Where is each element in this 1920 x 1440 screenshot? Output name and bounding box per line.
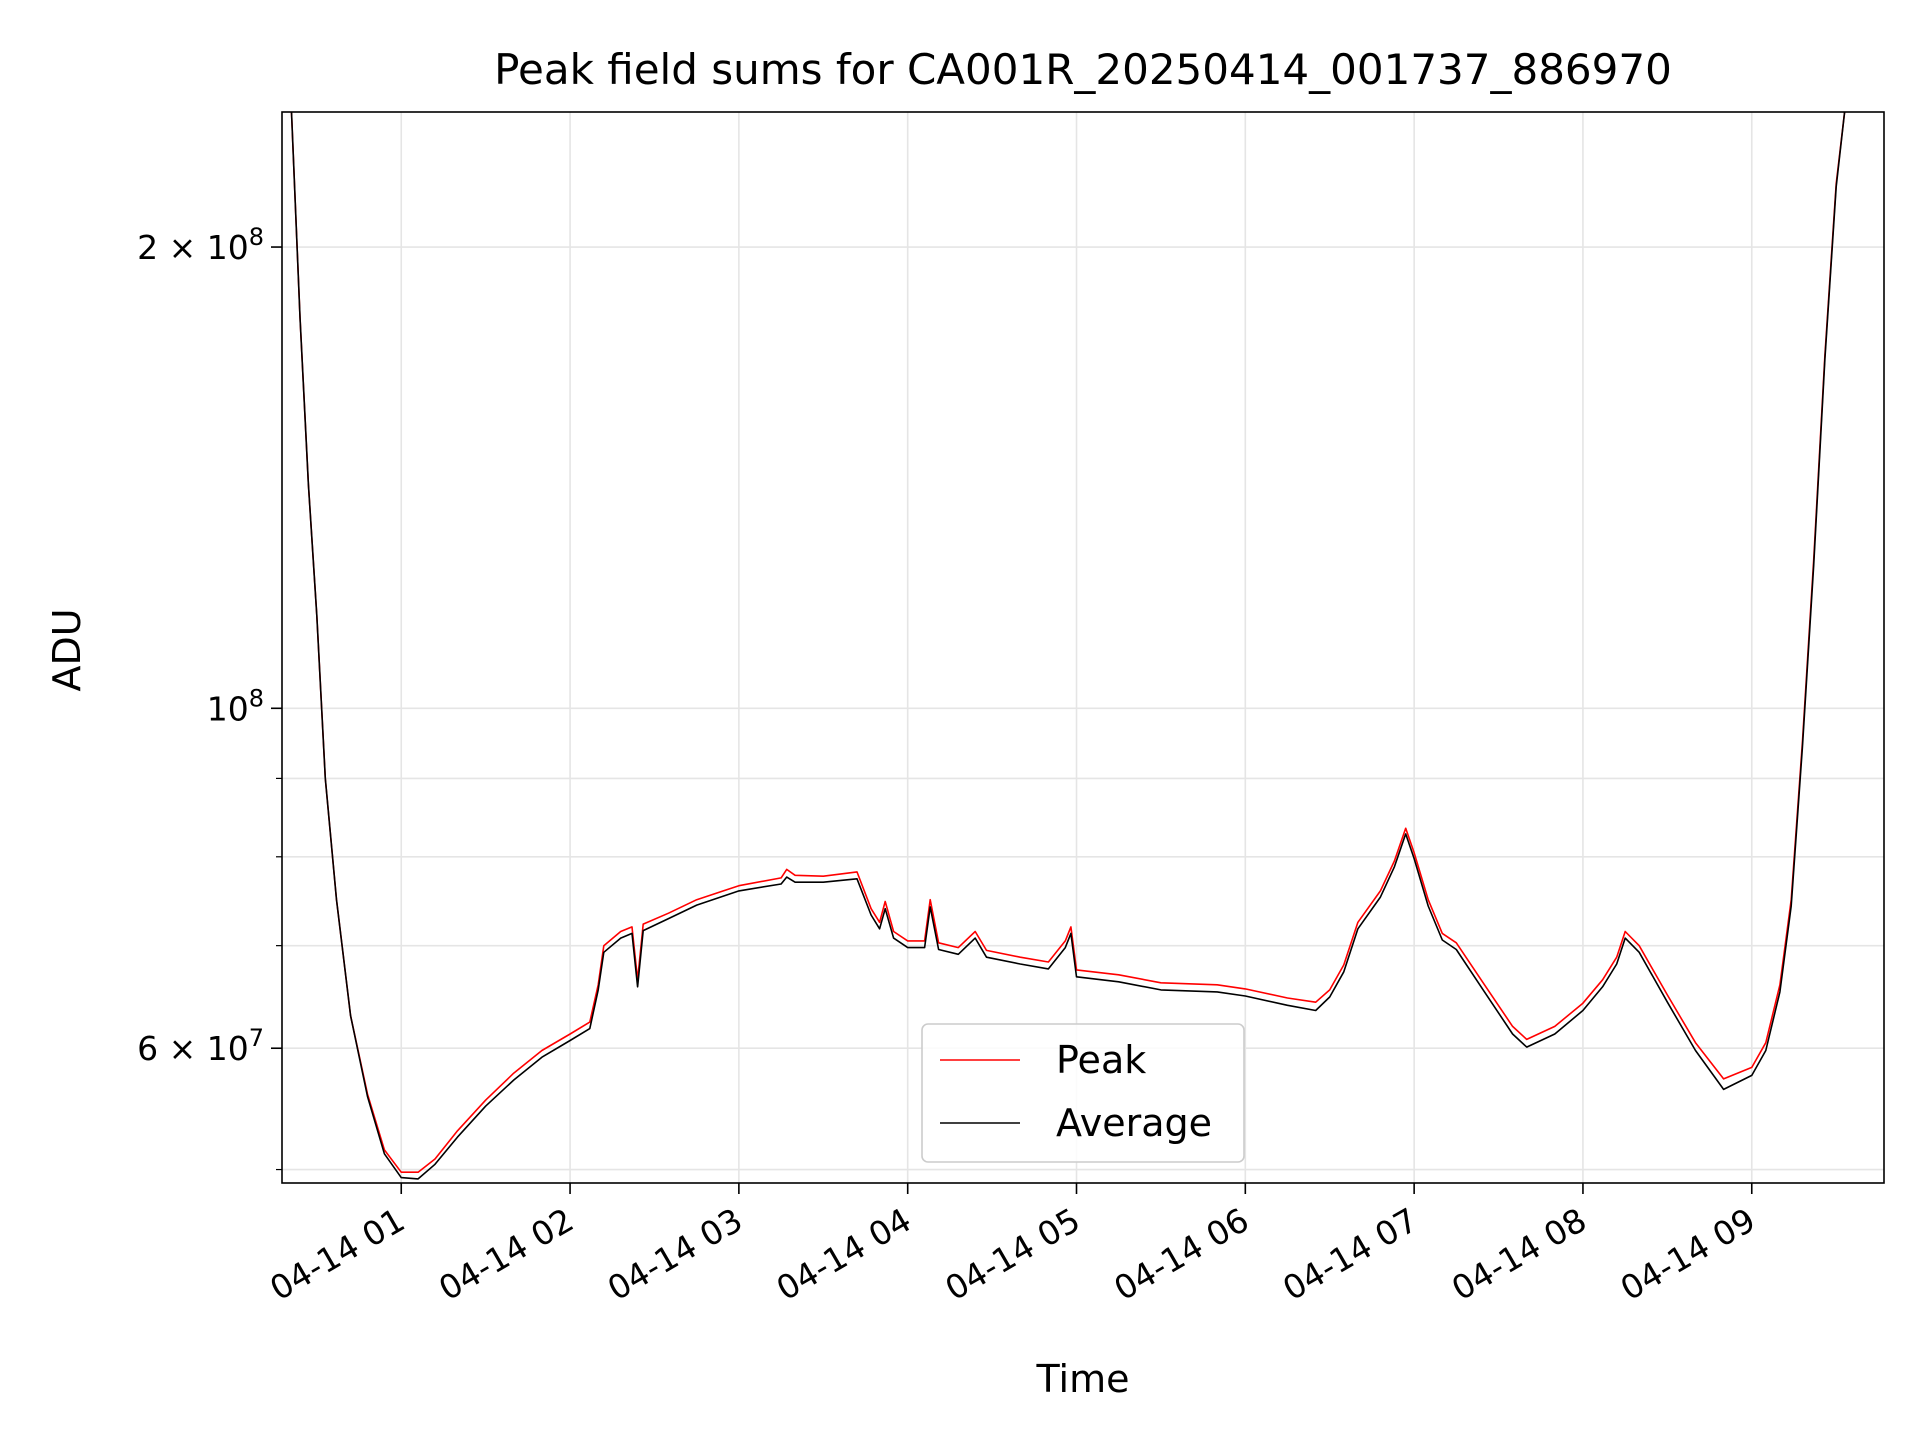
y-tick-mantissa: 6 × 10	[137, 1029, 249, 1068]
legend-box	[921, 1023, 1245, 1163]
y-tick-label: 108	[207, 684, 264, 728]
y-axis-label: ADU	[45, 608, 89, 691]
legend-label-average: Average	[1056, 1101, 1212, 1145]
y-tick-mantissa: 10	[207, 689, 249, 728]
y-tick-label: 6 × 107	[137, 1024, 264, 1068]
x-axis-label: Time	[1036, 1357, 1130, 1401]
y-tick-label: 2 × 108	[137, 223, 264, 267]
series-line-average	[290, 112, 1846, 1180]
legend-label-peak: Peak	[1056, 1038, 1146, 1082]
y-tick-mantissa: 2 × 10	[137, 228, 249, 267]
series-line-peak	[290, 112, 1846, 1173]
y-tick-exponent: 7	[249, 1024, 264, 1052]
y-tick-exponent: 8	[249, 684, 264, 712]
series-layer	[290, 112, 1846, 1180]
legend: Peak Average	[921, 1023, 1245, 1163]
chart-title: Peak field sums for CA001R_20250414_0017…	[494, 45, 1672, 94]
plot-frame	[281, 111, 1885, 1184]
y-tick-exponent: 8	[249, 223, 264, 251]
